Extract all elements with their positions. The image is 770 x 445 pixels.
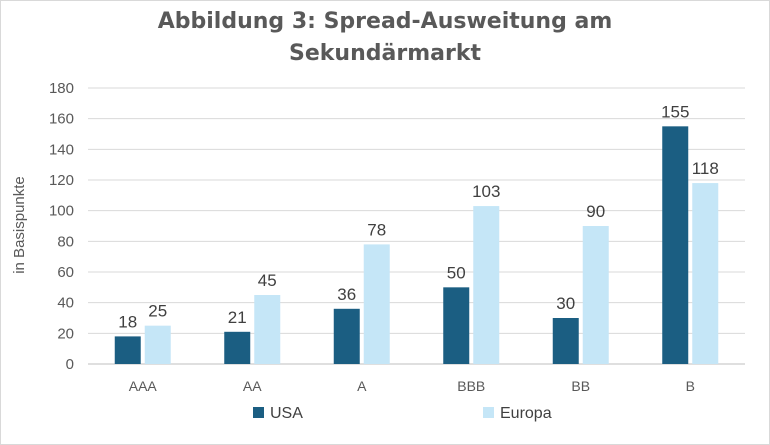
bar-europa-aa [254, 295, 281, 364]
bar-europa-aaa [144, 325, 171, 364]
data-label: 50 [447, 263, 466, 282]
x-category-label: BB [571, 378, 590, 394]
legend-label-europa: Europa [500, 405, 552, 422]
data-labels: 18 25 21 45 36 78 50 103 30 90 155 118 [118, 102, 719, 331]
bar-europa-b [692, 183, 719, 364]
data-label: 103 [472, 182, 500, 201]
data-label: 155 [661, 102, 689, 121]
bar-usa-a [333, 308, 360, 364]
y-tick-label: 20 [57, 325, 74, 342]
x-axis-categories: AAA AA A BBB BB B [129, 378, 695, 394]
legend-swatch-europa [483, 407, 494, 418]
y-tick-label: 120 [49, 172, 74, 189]
bar-europa-a [363, 244, 390, 364]
data-label: 36 [337, 285, 356, 304]
data-label: 45 [258, 271, 277, 290]
x-category-label: BBB [457, 378, 485, 394]
data-label: 30 [556, 294, 575, 313]
legend-swatch-usa [253, 407, 264, 418]
data-label: 118 [692, 159, 719, 178]
bar-usa-aa [224, 331, 251, 364]
bar-europa-bb [582, 226, 609, 364]
bar-usa-bb [552, 318, 579, 364]
legend: USA Europa [253, 405, 552, 422]
data-label: 18 [118, 312, 137, 331]
legend-label-usa: USA [270, 405, 303, 422]
data-label: 90 [586, 202, 605, 221]
gridlines [88, 87, 745, 365]
y-tick-label: 40 [57, 295, 74, 312]
y-tick-label: 60 [57, 264, 74, 281]
y-tick-label: 0 [66, 356, 74, 373]
data-label: 25 [148, 302, 167, 321]
y-axis-title: in Basispunkte [11, 176, 28, 274]
y-axis-ticks: 0 20 40 60 80 100 120 140 160 180 [49, 80, 74, 373]
data-label: 78 [367, 220, 386, 239]
chart-title-line-2: Sekundärmarkt [289, 41, 481, 66]
y-tick-label: 160 [49, 111, 74, 128]
y-tick-label: 100 [49, 203, 74, 220]
chart-title-line-1: Abbildung 3: Spread-Ausweitung am [157, 9, 613, 34]
y-tick-label: 140 [49, 141, 74, 158]
data-label: 21 [228, 308, 247, 327]
x-category-label: AA [243, 378, 262, 394]
bar-usa-b [662, 126, 689, 364]
bar-usa-aaa [114, 336, 141, 364]
bar-usa-bbb [443, 287, 470, 364]
x-category-label: AAA [129, 378, 158, 394]
bar-europa-bbb [473, 206, 500, 364]
x-category-label: B [686, 378, 695, 394]
chart-title: Abbildung 3: Spread-Ausweitung am Sekund… [0, 6, 770, 70]
bars [114, 126, 719, 364]
y-tick-label: 80 [57, 233, 74, 250]
y-tick-label: 180 [49, 80, 74, 97]
x-category-label: A [357, 378, 367, 394]
